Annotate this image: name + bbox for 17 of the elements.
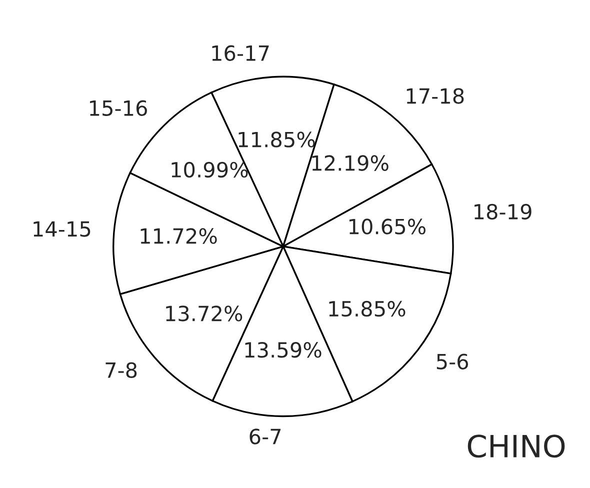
data-label: 10.99% <box>172 162 248 178</box>
slice-label: 17-18 <box>406 88 464 104</box>
data-label: 10.65% <box>350 218 426 234</box>
slice-label: 16-17 <box>212 45 269 62</box>
slice-label: 6-7 <box>250 428 281 444</box>
data-label: 13.72% <box>166 306 242 322</box>
data-label: 13.59% <box>245 342 322 358</box>
data-label: 11.72% <box>140 228 217 244</box>
data-label: 15.85% <box>329 300 406 317</box>
slice-label: 18-19 <box>474 204 532 220</box>
slice-label: 5-6 <box>436 354 468 370</box>
slice-label: 15-16 <box>90 100 147 116</box>
slice-label: 7-8 <box>106 362 137 378</box>
text: CHINO <box>468 434 565 458</box>
slice-label: 14-15 <box>34 221 90 237</box>
data-label: 12.19% <box>312 155 388 171</box>
data-label: 11.85% <box>238 132 315 148</box>
